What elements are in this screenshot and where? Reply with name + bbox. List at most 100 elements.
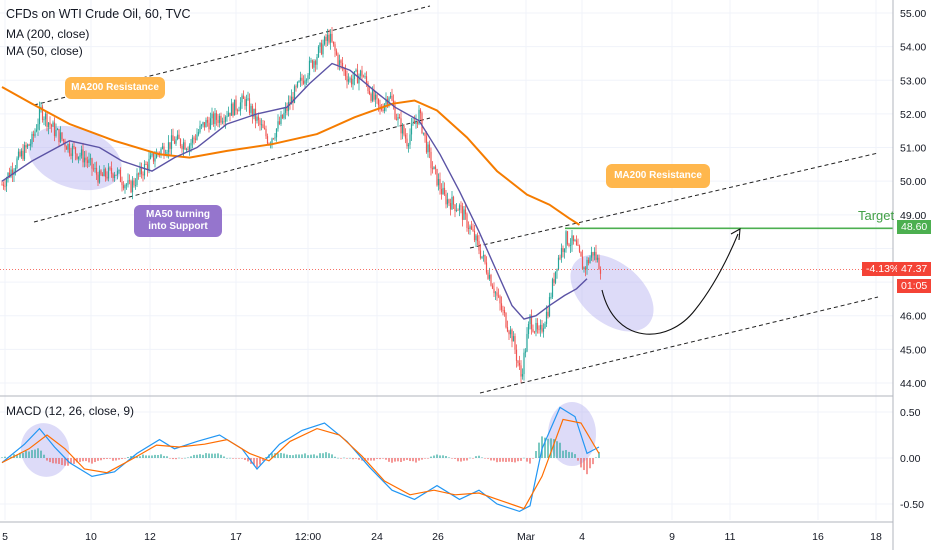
ma200-line — [1, 86, 581, 226]
candle-body — [301, 77, 303, 81]
candle-body — [137, 173, 140, 175]
macd-histogram-bar — [247, 458, 249, 462]
time-tick-label: 11 — [725, 531, 736, 543]
candle-body — [110, 168, 113, 174]
candle-body — [253, 108, 255, 117]
macd-histogram-bar — [193, 454, 195, 458]
candle-body — [554, 271, 557, 283]
macd-histogram-bar — [448, 457, 450, 459]
ma200-legend: MA (200, close) — [6, 27, 90, 41]
candle-body — [374, 94, 377, 100]
macd-histogram-bar — [214, 453, 216, 458]
candle-body — [41, 106, 44, 120]
macd-histogram-bar — [409, 458, 411, 462]
macd-histogram-bar — [496, 458, 498, 463]
candle-body — [592, 252, 594, 256]
candle-body — [566, 231, 569, 245]
candle-body — [586, 259, 588, 270]
macd-histogram-bar — [49, 458, 51, 463]
candle-body — [146, 164, 149, 170]
candle-body — [409, 134, 411, 145]
candle-body — [539, 324, 542, 330]
macd-histogram-bar — [19, 452, 21, 458]
candle-body — [7, 172, 9, 179]
candle-body — [319, 42, 321, 47]
candle-body — [263, 127, 266, 129]
ma200-resistance-note-1: MA200 Resistance — [65, 77, 165, 99]
candle-body — [4, 186, 6, 187]
candle-body — [463, 209, 465, 220]
candle-body — [323, 36, 326, 45]
macd-histogram-bar — [40, 450, 42, 458]
candle-body — [307, 75, 309, 80]
candle-body — [493, 288, 495, 294]
candle-body — [31, 133, 33, 145]
change-tag: -4.13% — [862, 262, 904, 276]
macd-histogram-bar — [595, 457, 597, 458]
candle-body — [257, 116, 260, 121]
macd-histogram-bar — [571, 452, 573, 458]
candle-body — [280, 114, 282, 124]
candle-body — [583, 267, 585, 269]
candle-body — [142, 174, 144, 176]
macd-histogram-bar — [283, 453, 285, 458]
macd-histogram-bar — [178, 457, 180, 459]
candle-body — [295, 86, 297, 88]
macd-histogram-bar — [550, 438, 552, 458]
candle-body — [542, 328, 545, 332]
macd-histogram-bar — [223, 456, 225, 458]
candle-body — [529, 315, 531, 325]
ma200-resistance-note-2: MA200 Resistance — [606, 164, 710, 188]
candle-body — [43, 119, 45, 121]
candle-body — [115, 174, 117, 176]
candle-body — [131, 180, 134, 193]
time-tick-label: 16 — [812, 531, 824, 543]
price-tick-label: 50.00 — [900, 176, 926, 188]
candle-body — [502, 309, 504, 311]
candle-body — [199, 125, 201, 133]
candle-body — [73, 145, 75, 148]
candle-body — [460, 205, 462, 207]
candle-body — [481, 256, 483, 258]
candle-body — [484, 255, 486, 263]
macd-histogram-bar — [508, 458, 510, 462]
candle-body — [380, 107, 383, 111]
macd-histogram-bar — [73, 458, 75, 464]
candle-body — [437, 178, 440, 186]
candle-body — [67, 143, 69, 150]
macd-histogram-bar — [598, 451, 600, 458]
time-tick-label: 26 — [432, 531, 444, 543]
candle-body — [589, 257, 591, 264]
macd-histogram-bar — [520, 458, 522, 461]
candle-body — [400, 118, 402, 134]
candle-body — [143, 164, 146, 176]
macd-histogram-bar — [139, 456, 141, 458]
candle-body — [68, 143, 71, 154]
macd-histogram-bar — [28, 451, 30, 458]
macd-histogram-bar — [25, 451, 27, 458]
macd-histogram-bar — [226, 457, 228, 459]
macd-histogram-bar — [583, 458, 585, 471]
macd-histogram-bar — [463, 458, 465, 461]
macd-histogram-bar — [400, 458, 402, 463]
macd-histogram-bar — [52, 458, 54, 464]
candle-body — [352, 79, 354, 85]
candle-body — [218, 115, 221, 123]
candle-body — [56, 129, 59, 130]
candle-body — [233, 99, 236, 116]
projection-arrowhead — [730, 228, 741, 241]
macd-histogram-bar — [499, 458, 501, 462]
candle-body — [545, 311, 548, 324]
macd-histogram-bar — [160, 454, 162, 458]
candle-body — [334, 44, 336, 51]
macd-histogram-bar — [88, 458, 90, 463]
highlight-ellipses — [20, 125, 654, 477]
candle-body — [95, 167, 98, 175]
candle-body — [515, 349, 518, 361]
candle-body — [52, 122, 54, 127]
candle-body — [260, 124, 263, 126]
candle-body — [349, 78, 351, 80]
macd-histogram-bar — [442, 455, 444, 458]
candle-body — [455, 209, 458, 212]
candle-body — [38, 108, 41, 125]
